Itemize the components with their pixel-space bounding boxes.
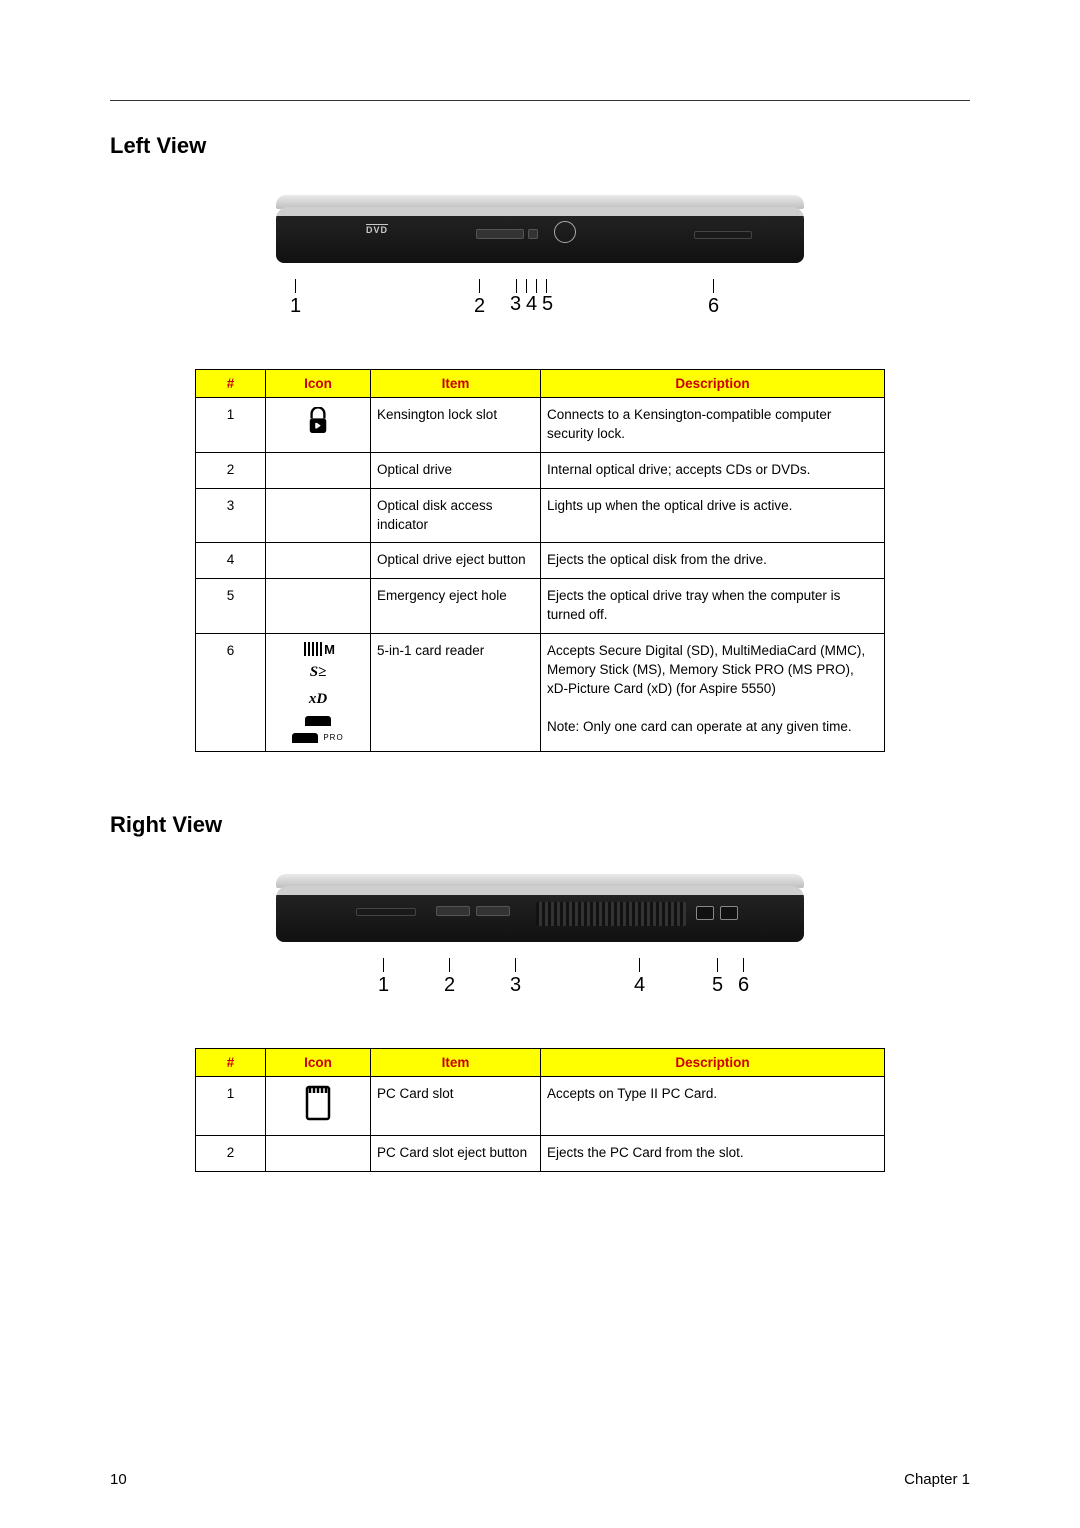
table-row: 6 S≥ xD PRO 5-in-1 card reader Accepts S…: [196, 634, 885, 752]
col-item: Item: [371, 1049, 541, 1077]
col-num: #: [196, 1049, 266, 1077]
chapter-label: Chapter 1: [904, 1471, 970, 1488]
table-header-row: # Icon Item Description: [196, 370, 885, 398]
right-view-table: # Icon Item Description 1 PC Card slot A…: [195, 1048, 885, 1172]
page-rule: [110, 100, 970, 101]
table-row: 2 Optical drive Internal optical drive; …: [196, 452, 885, 488]
mmc-icon: [304, 642, 332, 656]
xd-icon: xD: [309, 689, 327, 710]
ms-pro-icon: [292, 733, 318, 743]
sd-icon: S≥: [310, 662, 327, 683]
ms-icon: [305, 716, 331, 726]
table-row: 3 Optical disk access indicator Lights u…: [196, 488, 885, 543]
table-row: 4 Optical drive eject button Ejects the …: [196, 543, 885, 579]
table-header-row: # Icon Item Description: [196, 1049, 885, 1077]
table-row: 2 PC Card slot eject button Ejects the P…: [196, 1136, 885, 1172]
left-view-table: # Icon Item Description 1 Kensington loc…: [195, 369, 885, 752]
right-view-heading: Right View: [110, 812, 970, 838]
left-view-heading: Left View: [110, 133, 970, 159]
col-icon: Icon: [266, 1049, 371, 1077]
card-reader-icons: S≥ xD PRO: [266, 634, 371, 752]
page-footer: 10 Chapter 1: [110, 1471, 970, 1488]
left-view-diagram: DVD 1 2 3 4 5 6: [270, 189, 810, 329]
lock-icon: [266, 398, 371, 453]
left-view-callouts: 1 2 3 4 5 6: [270, 279, 810, 329]
col-icon: Icon: [266, 370, 371, 398]
table-row: 1 PC Card slot Accepts on Type II PC Car…: [196, 1077, 885, 1136]
right-view-diagram: 1 2 3 4 5 6: [270, 868, 810, 1008]
right-view-callouts: 1 2 3 4 5 6: [270, 958, 810, 1008]
col-item: Item: [371, 370, 541, 398]
table-row: 1 Kensington lock slot Connects to a Ken…: [196, 398, 885, 453]
page-number: 10: [110, 1471, 127, 1488]
table-row: 5 Emergency eject hole Ejects the optica…: [196, 579, 885, 634]
col-desc: Description: [541, 370, 885, 398]
col-num: #: [196, 370, 266, 398]
dvd-logo: DVD: [366, 225, 388, 235]
pccard-icon: [266, 1077, 371, 1136]
col-desc: Description: [541, 1049, 885, 1077]
